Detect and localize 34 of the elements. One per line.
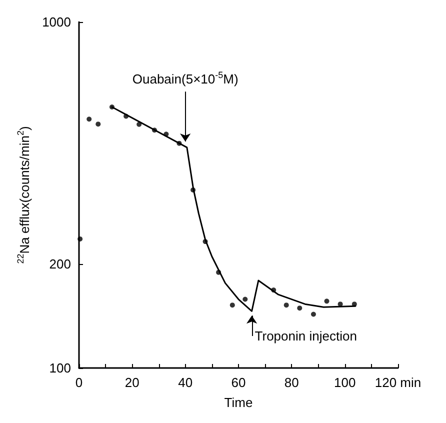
point <box>271 288 276 293</box>
y-axis-title: 22Na efflux(counts/min2) <box>16 126 32 264</box>
point <box>109 104 114 110</box>
line-series <box>111 106 356 312</box>
point <box>78 236 83 242</box>
point <box>284 302 289 308</box>
x-tick-label: 0 <box>75 375 83 390</box>
point <box>216 270 222 275</box>
x-tick-label: 40 <box>178 375 193 390</box>
y-tick-label: 100 <box>49 360 71 376</box>
x-tick-label: 80 <box>284 375 299 390</box>
point <box>202 239 208 244</box>
point <box>352 302 357 307</box>
y-tick-label: 1000 <box>42 14 71 30</box>
point <box>242 296 248 302</box>
point <box>324 298 330 304</box>
point <box>176 140 182 146</box>
point <box>190 187 196 192</box>
x-tick-label: 60 <box>231 375 246 390</box>
x-tick-label: 100 <box>334 375 356 390</box>
point <box>297 306 302 311</box>
point <box>230 302 235 308</box>
y-tick-label: 200 <box>49 256 71 272</box>
point <box>86 116 92 122</box>
point <box>96 122 101 127</box>
x-tick-label: 20 <box>124 375 140 390</box>
point <box>310 312 316 317</box>
point <box>124 114 129 119</box>
point <box>136 122 142 127</box>
point <box>164 132 169 137</box>
annotation: Troponin injection <box>254 328 357 344</box>
x-tick-label: 120 min <box>374 375 422 390</box>
x-axis-title: Time <box>224 395 253 410</box>
point <box>152 128 157 133</box>
